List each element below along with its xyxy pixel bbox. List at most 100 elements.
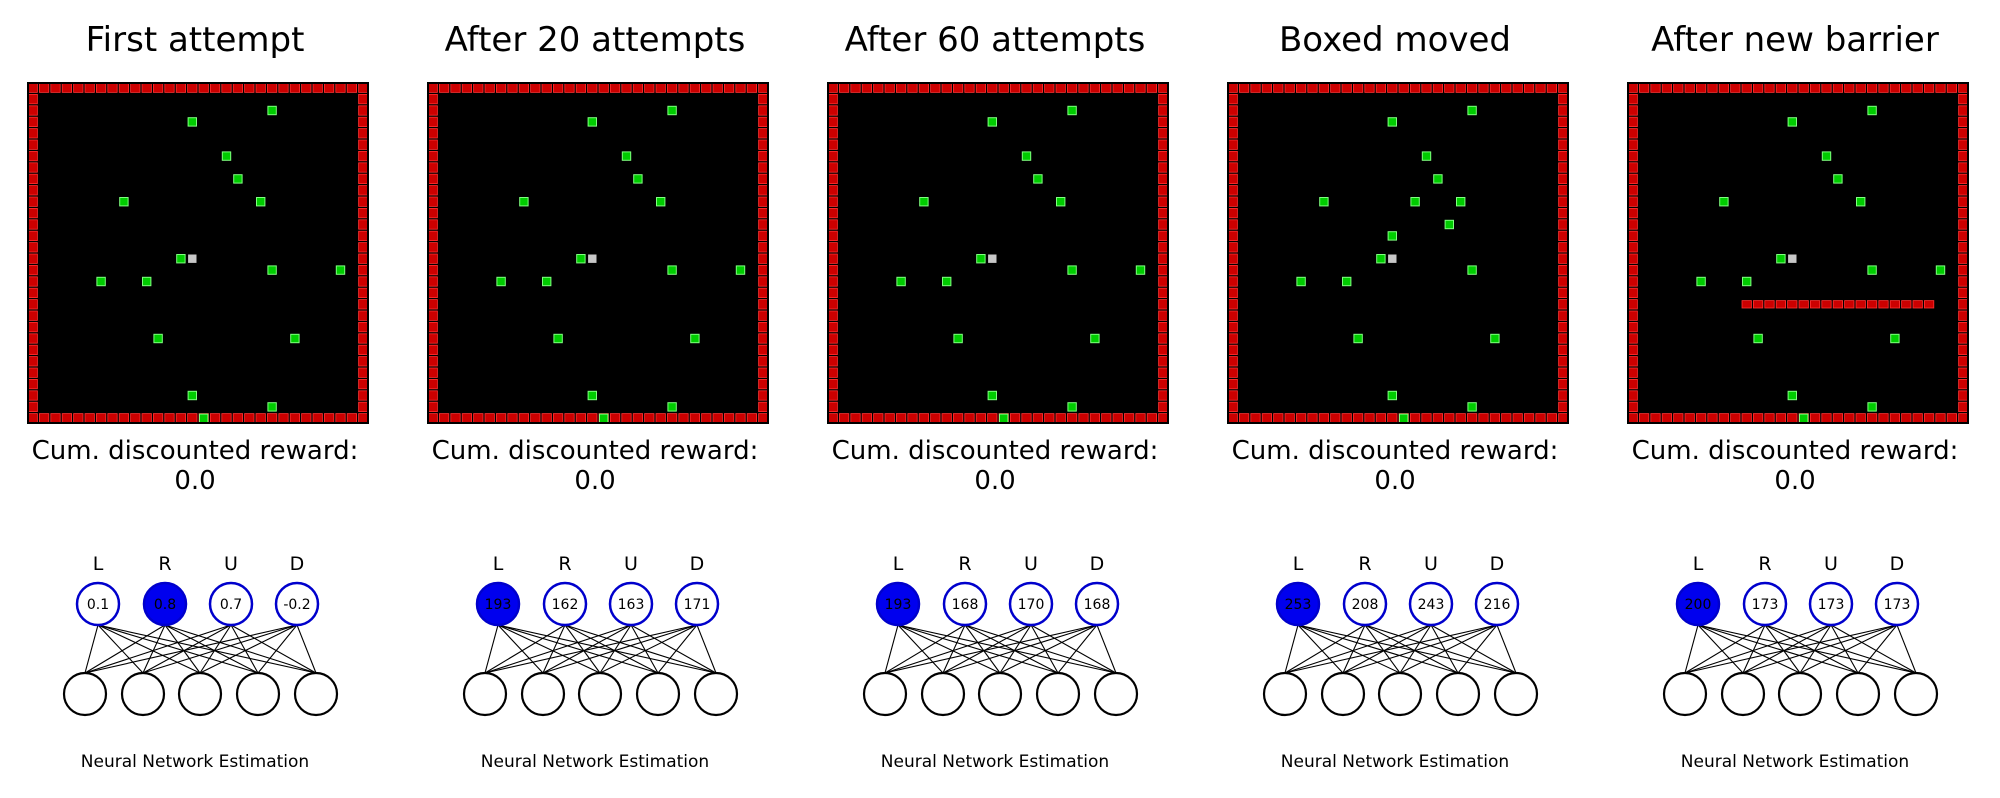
connection-line bbox=[884, 624, 966, 674]
network-caption: Neural Network Estimation bbox=[1680, 752, 1910, 772]
wall-cell bbox=[587, 82, 598, 93]
wall-cell bbox=[27, 253, 38, 264]
reward-cell bbox=[667, 265, 677, 275]
wall-cell bbox=[1935, 413, 1946, 424]
wall-cell bbox=[1958, 333, 1969, 344]
connection-line bbox=[942, 624, 966, 674]
hidden-neuron bbox=[1035, 671, 1081, 717]
connection-line bbox=[1764, 624, 1801, 674]
connection-line bbox=[897, 624, 1001, 674]
connection-line bbox=[630, 624, 717, 674]
agent-cell bbox=[1388, 254, 1397, 263]
wall-cell bbox=[187, 413, 198, 424]
connection-line bbox=[1284, 624, 1432, 674]
wall-cell bbox=[964, 82, 975, 93]
action-label: L bbox=[1293, 553, 1304, 575]
wall-cell bbox=[1718, 82, 1729, 93]
wall-cell bbox=[1958, 185, 1969, 196]
wall-cell bbox=[1227, 344, 1238, 356]
wall-cell bbox=[427, 321, 438, 333]
wall-cell bbox=[1546, 413, 1558, 424]
connection-line bbox=[1342, 624, 1432, 674]
reward-cell bbox=[267, 105, 277, 116]
wall-cell bbox=[850, 413, 861, 424]
action-label: R bbox=[1358, 553, 1371, 575]
wall-cell bbox=[1158, 219, 1169, 230]
reward-cell bbox=[1467, 265, 1477, 275]
wall-cell bbox=[1158, 116, 1169, 128]
wall-cell bbox=[427, 185, 438, 196]
q-value: 243 bbox=[1418, 597, 1445, 613]
wall-cell bbox=[312, 82, 323, 93]
wall-cell bbox=[1044, 413, 1055, 424]
wall-cell bbox=[918, 82, 929, 93]
connection-line bbox=[1896, 624, 1917, 674]
wall-cell bbox=[1638, 413, 1650, 424]
wall-cell bbox=[358, 344, 369, 356]
wall-cell bbox=[1558, 333, 1569, 344]
wall-cell bbox=[758, 230, 769, 241]
wall-cell bbox=[1158, 139, 1169, 150]
barrier-cell bbox=[1889, 300, 1901, 309]
q-value: -0.2 bbox=[283, 597, 310, 613]
wall-cell bbox=[1753, 82, 1764, 93]
action-label: U bbox=[1824, 553, 1838, 575]
wall-cell bbox=[266, 413, 278, 424]
wall-cell bbox=[827, 208, 838, 219]
reward-cell bbox=[599, 413, 609, 424]
wall-cell bbox=[1558, 356, 1569, 367]
wall-cell bbox=[1444, 413, 1455, 424]
wall-cell bbox=[1958, 401, 1969, 413]
wall-cell bbox=[1775, 413, 1786, 424]
connection-line bbox=[884, 624, 1032, 674]
output-neuron bbox=[1808, 581, 1854, 627]
wall-cell bbox=[1958, 299, 1969, 310]
wall-cell bbox=[1535, 82, 1546, 93]
connection-line bbox=[897, 624, 1117, 674]
wall-cell bbox=[358, 390, 369, 401]
q-value: 173 bbox=[1818, 597, 1845, 613]
wall-cell bbox=[1055, 413, 1066, 424]
wall-cell bbox=[758, 299, 769, 310]
panel-after-60-attempts: After 60 attempts Cum. discounted reward… bbox=[800, 0, 1190, 798]
connection-line bbox=[97, 624, 201, 674]
wall-cell bbox=[1227, 105, 1238, 116]
output-neuron bbox=[1874, 581, 1920, 627]
wall-cell bbox=[427, 264, 438, 276]
wall-cell bbox=[758, 321, 769, 333]
wall-cell bbox=[141, 82, 152, 93]
wall-cell bbox=[1227, 333, 1238, 344]
wall-cell bbox=[1501, 82, 1512, 93]
output-neuron bbox=[75, 581, 121, 627]
wall-cell bbox=[644, 413, 655, 424]
panel-title: After 20 attempts bbox=[444, 20, 746, 60]
wall-cell bbox=[1627, 413, 1638, 424]
wall-cell bbox=[884, 82, 895, 93]
reward-value: 0.0 bbox=[174, 466, 216, 496]
wall-cell bbox=[564, 82, 575, 93]
action-label: R bbox=[958, 553, 971, 575]
wall-cell bbox=[27, 208, 38, 219]
wall-cell bbox=[1158, 356, 1169, 367]
wall-cell bbox=[930, 413, 941, 424]
wall-cell bbox=[1627, 321, 1638, 333]
connection-line bbox=[542, 624, 632, 674]
wall-cell bbox=[450, 82, 461, 93]
gridworld bbox=[1627, 82, 1969, 424]
wall-cell bbox=[27, 378, 38, 390]
wall-cell bbox=[1889, 413, 1901, 424]
connection-line bbox=[1030, 624, 1117, 674]
wall-cell bbox=[1627, 333, 1638, 344]
wall-cell bbox=[1364, 413, 1375, 424]
wall-cell bbox=[1958, 367, 1969, 378]
reward-cell bbox=[690, 333, 700, 344]
wall-cell bbox=[1055, 82, 1066, 93]
reward-cell bbox=[1867, 105, 1877, 116]
reward-cell bbox=[1376, 254, 1386, 264]
wall-cell bbox=[1227, 185, 1238, 196]
connection-line bbox=[1297, 624, 1459, 674]
wall-cell bbox=[1787, 82, 1798, 93]
wall-cell bbox=[1627, 116, 1638, 128]
action-label: D bbox=[290, 553, 305, 575]
connection-line bbox=[599, 624, 632, 674]
